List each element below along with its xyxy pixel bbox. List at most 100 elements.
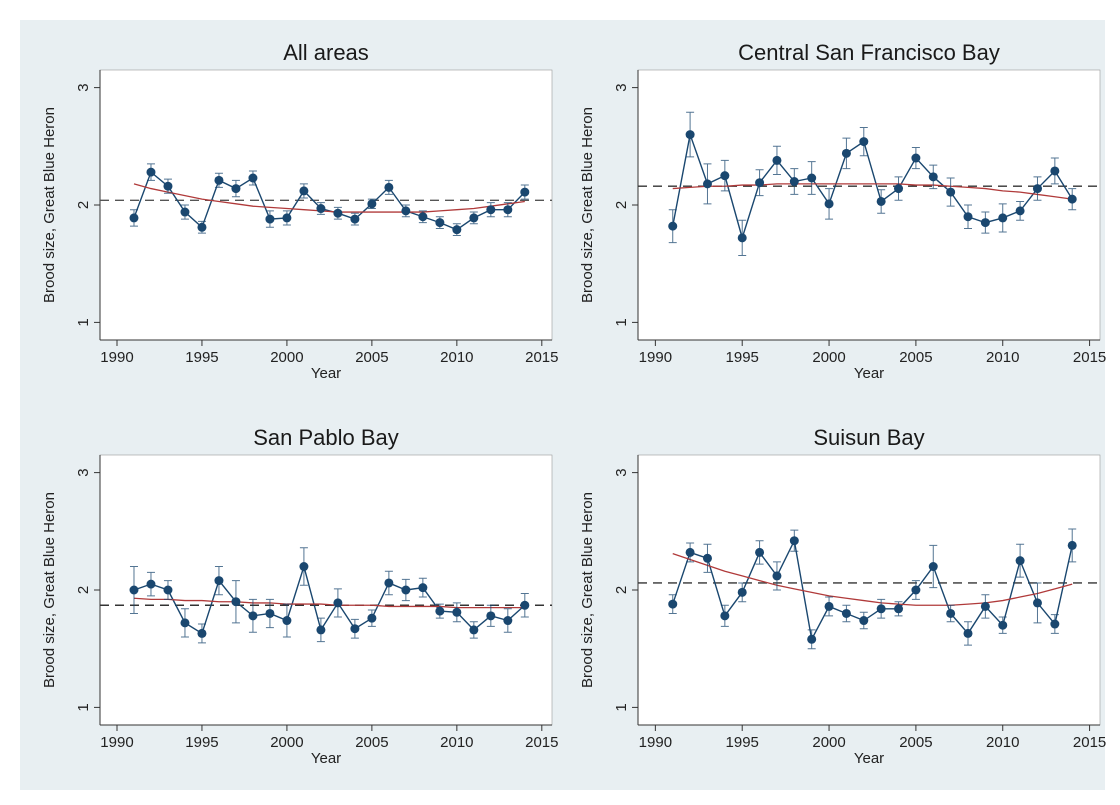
data-point — [231, 184, 241, 194]
y-tick-label: 1 — [613, 318, 630, 326]
x-tick-label: 2010 — [440, 734, 473, 751]
data-point — [299, 186, 309, 196]
data-point — [469, 213, 479, 223]
data-point — [980, 218, 990, 228]
data-point — [1050, 619, 1060, 629]
data-point — [807, 173, 817, 183]
x-tick-label: 2015 — [1073, 349, 1106, 366]
y-tick-label: 2 — [75, 201, 92, 209]
data-point — [435, 606, 445, 616]
data-point — [824, 199, 834, 209]
data-point — [894, 604, 904, 614]
y-tick-label: 3 — [613, 468, 630, 476]
x-tick-label: 2005 — [355, 734, 388, 751]
x-tick-label: 2010 — [440, 349, 473, 366]
data-point — [214, 175, 224, 185]
x-tick-label: 2005 — [355, 349, 388, 366]
x-axis-label: Year — [311, 750, 341, 767]
data-point — [486, 611, 496, 621]
x-tick-label: 2005 — [899, 734, 932, 751]
data-point — [824, 601, 834, 611]
data-point — [350, 214, 360, 224]
y-tick-label: 3 — [75, 468, 92, 476]
data-point — [418, 212, 428, 222]
data-point — [737, 587, 747, 597]
x-tick-label: 2000 — [812, 349, 845, 366]
x-tick-label: 2010 — [986, 734, 1019, 751]
y-axis-label: Brood size, Great Blue Heron — [579, 107, 596, 303]
x-tick-label: 2015 — [525, 734, 558, 751]
panel-title: San Pablo Bay — [253, 425, 399, 450]
data-point — [702, 553, 712, 563]
y-tick-label: 2 — [613, 201, 630, 209]
x-tick-label: 1995 — [185, 349, 218, 366]
x-tick-label: 1990 — [639, 734, 672, 751]
data-point — [503, 205, 513, 215]
plot-area — [637, 454, 1101, 726]
x-tick-label: 2000 — [270, 734, 303, 751]
data-point — [452, 225, 462, 235]
data-point — [737, 233, 747, 243]
data-point — [384, 578, 394, 588]
data-point — [248, 173, 258, 183]
data-point — [129, 585, 139, 595]
data-point — [350, 624, 360, 634]
data-point — [265, 608, 275, 618]
data-point — [265, 214, 275, 224]
data-point — [963, 628, 973, 638]
data-point — [231, 597, 241, 607]
data-point — [841, 148, 851, 158]
data-point — [469, 625, 479, 635]
data-point — [807, 634, 817, 644]
data-point — [668, 221, 678, 231]
data-point — [859, 137, 869, 147]
data-point — [876, 196, 886, 206]
data-point — [180, 207, 190, 217]
data-point — [720, 171, 730, 181]
data-point — [333, 598, 343, 608]
data-point — [163, 585, 173, 595]
trend-line — [672, 183, 1073, 200]
data-point — [452, 607, 462, 617]
data-point — [146, 167, 156, 177]
data-point — [401, 585, 411, 595]
data-point — [894, 184, 904, 194]
y-axis-label: Brood size, Great Blue Heron — [41, 107, 58, 303]
data-point — [197, 222, 207, 232]
x-tick-label: 1995 — [726, 349, 759, 366]
x-tick-label: 2005 — [899, 349, 932, 366]
data-point — [841, 608, 851, 618]
data-point — [333, 208, 343, 218]
data-point — [282, 616, 292, 626]
data-point — [1050, 166, 1060, 176]
data-point — [316, 204, 326, 214]
y-axis-label: Brood size, Great Blue Heron — [41, 492, 58, 688]
data-point — [946, 608, 956, 618]
data-point — [129, 213, 139, 223]
data-point — [1032, 598, 1042, 608]
data-point — [1015, 556, 1025, 566]
trend-line — [133, 183, 525, 213]
data-point — [911, 153, 921, 163]
data-point — [214, 576, 224, 586]
x-tick-label: 2015 — [525, 349, 558, 366]
y-tick-label: 2 — [75, 586, 92, 594]
data-point — [163, 181, 173, 191]
data-point — [772, 571, 782, 581]
x-tick-label: 2000 — [812, 734, 845, 751]
data-point — [685, 130, 695, 140]
trend-line — [672, 552, 1073, 606]
x-axis-label: Year — [854, 365, 884, 382]
y-tick-label: 1 — [75, 703, 92, 711]
x-tick-label: 1990 — [100, 734, 133, 751]
data-point — [755, 178, 765, 188]
x-axis-label: Year — [311, 365, 341, 382]
data-point — [1067, 194, 1077, 204]
plot-area — [637, 69, 1101, 341]
panel-title: Central San Francisco Bay — [738, 40, 1000, 65]
data-point — [963, 212, 973, 222]
data-point — [911, 585, 921, 595]
y-tick-label: 1 — [75, 318, 92, 326]
data-point — [1015, 206, 1025, 216]
